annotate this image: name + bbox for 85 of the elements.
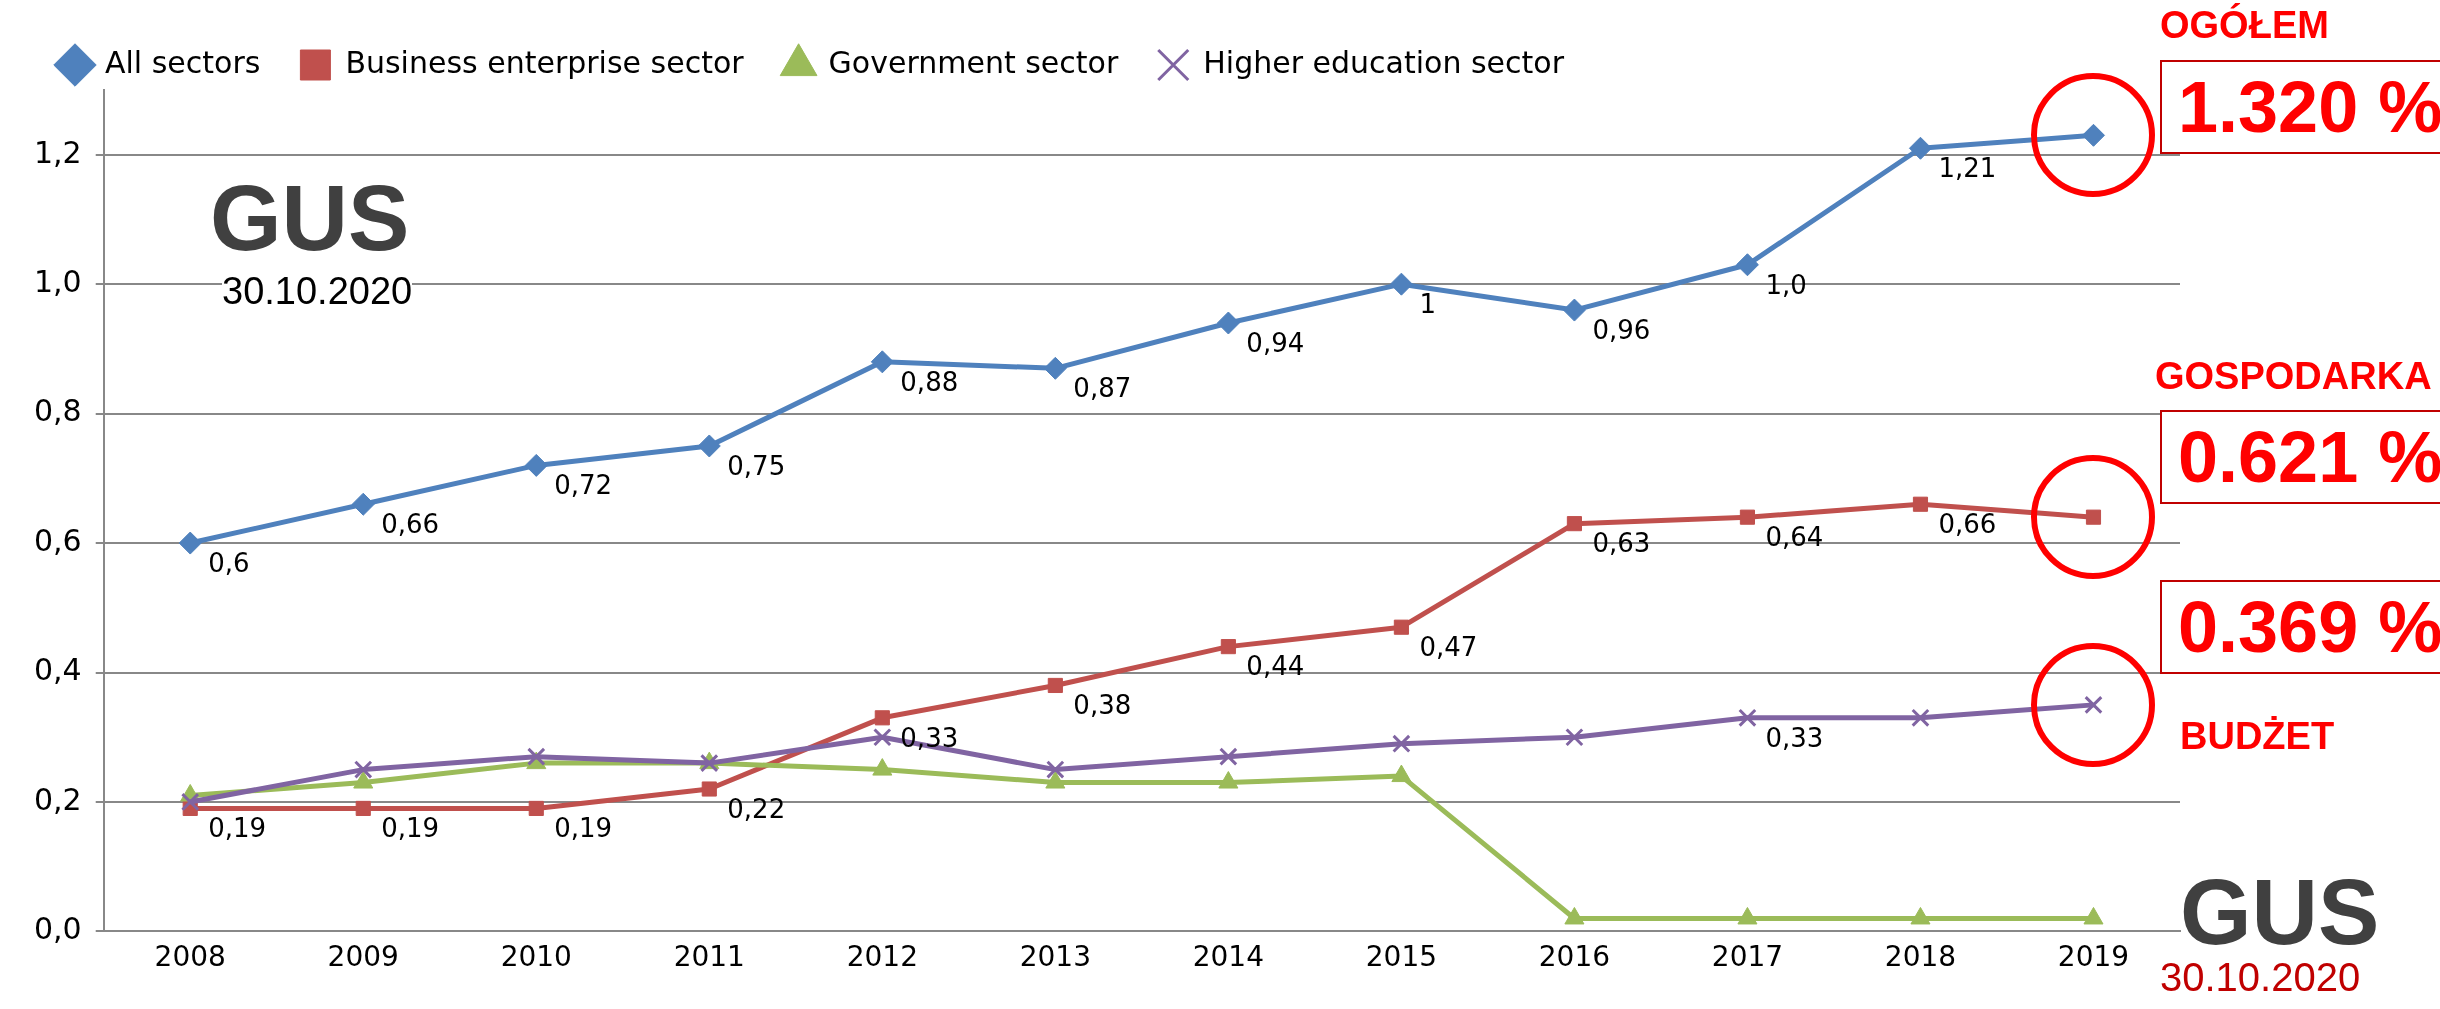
x-tick-label: 2016 (1538, 940, 1611, 974)
data-label: 0,72 (554, 470, 613, 501)
point (1219, 747, 1238, 766)
point (1562, 298, 1586, 322)
x-tick-label: 2014 (1192, 940, 1264, 974)
data-label: 0,22 (727, 793, 786, 824)
data-label: 0,44 (1246, 651, 1305, 682)
data-label: 1,21 (1938, 153, 1997, 183)
x-tick-label: 2019 (2057, 940, 2130, 974)
point (351, 492, 375, 516)
point (2085, 509, 2102, 525)
data-label: 0,6 (208, 547, 250, 578)
y-tick-label: 0,4 (33, 652, 82, 688)
point (697, 434, 721, 458)
point (1911, 708, 1930, 728)
data-label: 0,47 (1419, 631, 1478, 662)
point (1738, 708, 1757, 728)
point (524, 453, 548, 477)
data-label: 0,64 (1765, 521, 1824, 552)
annotation: BUDŻET (2180, 715, 2335, 758)
text: OGÓŁEM (2160, 4, 2329, 47)
x-tick-label: 2013 (1019, 940, 1091, 974)
data-label: 0,19 (554, 813, 613, 844)
point (1389, 272, 1413, 296)
point (1912, 496, 1929, 512)
point (526, 747, 546, 766)
point (2081, 123, 2105, 147)
data-label: 1 (1419, 288, 1436, 319)
x-tick-label: 2012 (846, 940, 918, 974)
x-tick-label: 2010 (500, 940, 572, 974)
data-label: 0,87 (1073, 373, 1132, 404)
legend-label: All sectors (105, 44, 261, 80)
point (701, 781, 717, 797)
x-tick-label: 2008 (154, 940, 226, 974)
y-tick-label: 1,0 (33, 263, 82, 299)
point (874, 710, 890, 726)
x-tick-label: 2015 (1365, 940, 1438, 974)
data-label: 0,38 (1073, 690, 1132, 721)
y-tick-label: 0,6 (33, 522, 82, 558)
point (873, 727, 892, 747)
point (1392, 734, 1411, 753)
point (528, 800, 544, 816)
point (178, 531, 202, 555)
data-label: 0,63 (1592, 528, 1651, 559)
point (2084, 695, 2103, 715)
annotation: GOSPODARKA (2155, 355, 2432, 398)
y-tick-label: 0,2 (33, 781, 82, 817)
point (1739, 509, 1756, 525)
x-tick-label: 2017 (1711, 940, 1784, 974)
point (1393, 619, 1409, 635)
data-label: 0,96 (1592, 314, 1651, 345)
data-label: 1,0 (1765, 269, 1807, 300)
data-label: 0,66 (1938, 508, 1997, 539)
data-label: 0,66 (381, 508, 440, 539)
point (1047, 677, 1063, 694)
y-tick-label: 1,2 (33, 134, 82, 170)
legend-label: Government sector (828, 44, 1119, 80)
legend-label: Business enterprise sector (345, 44, 745, 80)
point (355, 800, 371, 816)
data-label: 0,88 (900, 366, 959, 397)
x-tick-label: 2018 (1884, 940, 1957, 974)
data-label: 0,33 (1765, 722, 1824, 753)
annotation: 30.10.2020 (222, 270, 413, 312)
point (1908, 136, 1932, 160)
data-label: 0,19 (381, 813, 440, 844)
point (1043, 356, 1067, 380)
point (870, 350, 894, 374)
x-tick-label: 2009 (327, 940, 399, 974)
annotation: GUS (210, 167, 410, 269)
point (1566, 516, 1582, 532)
point (1220, 639, 1236, 655)
point (180, 792, 200, 812)
y-tick-label: 0,8 (33, 393, 82, 429)
data-label: 0,19 (208, 813, 267, 844)
point (1216, 311, 1240, 335)
legend-label: Higher education sector (1203, 44, 1565, 80)
data-label: 0,33 (900, 722, 959, 753)
point (1735, 253, 1759, 277)
point (353, 760, 373, 779)
x-tick-label: 2011 (673, 940, 745, 974)
point (1046, 760, 1065, 779)
y-tick-label: 0,0 (33, 911, 82, 947)
data-label: 0,94 (1246, 327, 1305, 358)
data-label: 0,75 (727, 450, 786, 481)
point (1565, 727, 1584, 747)
